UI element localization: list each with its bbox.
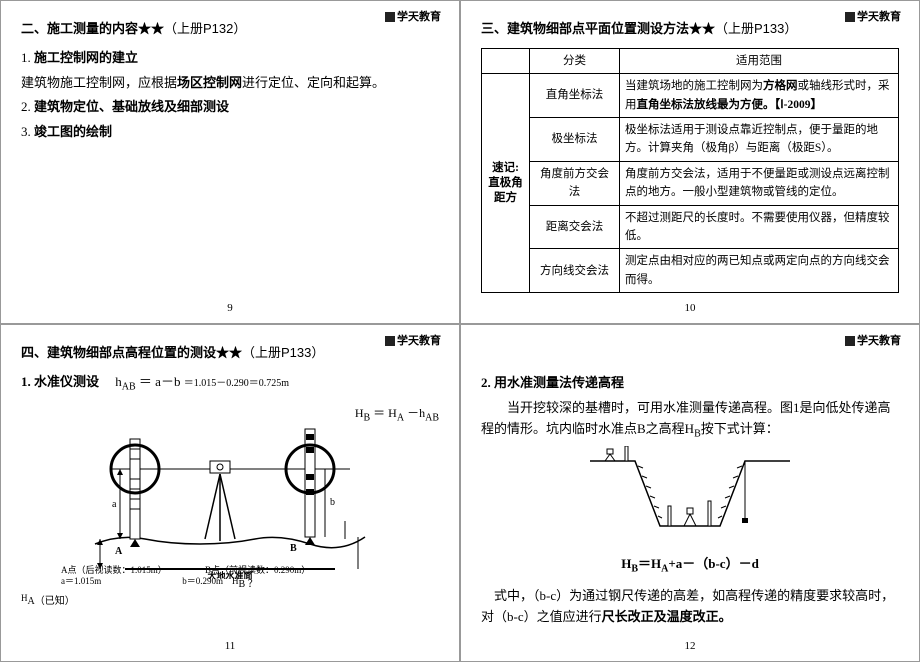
brand-icon [385, 12, 395, 22]
page-number: 10 [685, 300, 696, 318]
method-3: 角度前方交会法 [530, 161, 620, 205]
slide9-title: 二、施工测量的内容★★（上册P132） [21, 19, 439, 40]
slide9-item2: 建筑物施工控制网，应根据场区控制网进行定位、定向和起算。 [21, 73, 439, 94]
page-number: 9 [227, 300, 233, 318]
slide9-item1: 1. 施工控制网的建立 [21, 48, 439, 69]
slide-9: 学天教育 二、施工测量的内容★★（上册P132） 1. 施工控制网的建立 建筑物… [0, 0, 460, 324]
scope-2: 极坐标法适用于测设点靠近控制点，便于量距的地方。计算夹角（极角β）与距离（极距S… [620, 117, 899, 161]
slide-10: 学天教育 三、建筑物细部点平面位置测设方法★★（上册P133） 分类 适用范围 … [460, 0, 920, 324]
leveling-diagram: 大地水准面 a b [90, 399, 370, 579]
svg-text:B: B [290, 543, 297, 554]
slide9-item3: 2. 建筑物定位、基础放线及细部测设 [21, 97, 439, 118]
ha-label: HA（已知） [21, 591, 439, 610]
page-number: 12 [685, 638, 696, 656]
slide-12: 学天教育 2. 用水准测量法传递高程 当开挖较深的基槽时，可用水准测量传递高程。… [460, 324, 920, 662]
method-2: 极坐标法 [530, 117, 620, 161]
col-scope: 适用范围 [620, 48, 899, 73]
svg-text:a: a [112, 499, 117, 510]
methods-table: 分类 适用范围 速记: 直极角距方 直角坐标法 当建筑场地的施工控制网为方格网或… [481, 48, 899, 293]
scope-3: 角度前方交会法，适用于不便量距或测设点远离控制点的地方。一般小型建筑物或管线的定… [620, 161, 899, 205]
slide10-title: 三、建筑物细部点平面位置测设方法★★（上册P133） [481, 19, 899, 40]
slide9-item4: 3. 竣工图的绘制 [21, 122, 439, 143]
slide12-sub: 2. 用水准测量法传递高程 [481, 373, 899, 394]
col-method: 分类 [530, 48, 620, 73]
slide12-formula: HB＝HA+a－（b-c）－d [481, 554, 899, 578]
slide11-title: 四、建筑物细部点高程位置的测设★★（上册P133） [21, 343, 439, 364]
datum-label: 大地水准面 [207, 570, 252, 579]
scope-1: 当建筑场地的施工控制网为方格网或轴线形式时，采用直角坐标法放线最为方便。【Ⅰ-2… [620, 74, 899, 118]
pit-diagram [580, 446, 800, 546]
slide11-sub1: 1. 水准仪测设 hAB ＝ a－b ＝1.015－0.290＝0.725m [21, 372, 439, 396]
mnemonic-label: 速记: 直极角距方 [483, 161, 528, 206]
svg-text:b: b [330, 497, 335, 508]
method-1: 直角坐标法 [530, 74, 620, 118]
brand-icon [845, 336, 855, 346]
slide12-para: 当开挖较深的基槽时，可用水准测量传递高程。图1是向低处传递高程的情形。坑内临时水… [481, 398, 899, 442]
method-5: 方向线交会法 [530, 249, 620, 293]
svg-text:A: A [115, 546, 123, 557]
scope-4: 不超过测距尺的长度时。不需要使用仪器，但精度较低。 [620, 205, 899, 249]
eq2: HB ＝ HA －hAB [355, 404, 439, 426]
method-4: 距离交会法 [530, 205, 620, 249]
brand-icon [845, 12, 855, 22]
slide-11: 学天教育 四、建筑物细部点高程位置的测设★★（上册P133） 1. 水准仪测设 … [0, 324, 460, 662]
brand-label: 学天教育 [385, 9, 441, 27]
slide12-note: 式中，（b-c）为通过钢尺传递的高差，如高程传递的精度要求较高时，对（b-c）之… [481, 586, 899, 628]
brand-icon [385, 336, 395, 346]
brand-label: 学天教育 [845, 9, 901, 27]
page-number: 11 [225, 638, 236, 656]
scope-5: 测定点由相对应的两已知点或两定向点的方向线交会而得。 [620, 249, 899, 293]
brand-label: 学天教育 [845, 333, 901, 351]
brand-label: 学天教育 [385, 333, 441, 351]
